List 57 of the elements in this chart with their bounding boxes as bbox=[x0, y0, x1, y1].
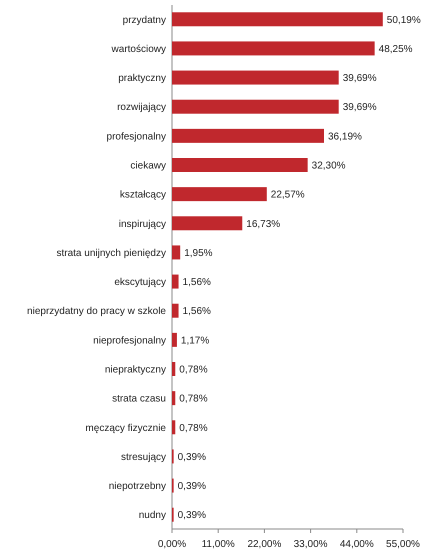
y-tick-label: inspirujący bbox=[118, 218, 166, 230]
bar bbox=[172, 41, 375, 56]
bar bbox=[172, 362, 176, 376]
data-label: 1,95% bbox=[184, 248, 213, 259]
data-label: 0,39% bbox=[178, 452, 206, 463]
x-tick-label: 11,00% bbox=[202, 539, 235, 550]
x-tick-label: 0,00% bbox=[158, 539, 186, 550]
bar bbox=[172, 332, 177, 347]
data-label: 32,30% bbox=[312, 160, 346, 172]
y-tick-label: nieprzydatny do pracy w szkole bbox=[27, 306, 166, 318]
y-tick-label: przydatny bbox=[122, 14, 166, 26]
data-label: 0,39% bbox=[178, 510, 206, 522]
bar bbox=[172, 187, 267, 202]
bar bbox=[172, 158, 308, 172]
bar bbox=[172, 70, 339, 85]
data-label: 0,78% bbox=[179, 394, 208, 405]
data-label: 1,17% bbox=[180, 335, 210, 346]
y-tick-label: wartościowy bbox=[110, 44, 166, 55]
bar bbox=[172, 128, 324, 143]
data-label: 1,56% bbox=[182, 277, 212, 288]
data-label: 0,78% bbox=[179, 422, 208, 434]
data-label: 22,57% bbox=[270, 190, 305, 201]
x-tick-label: 22,00% bbox=[247, 539, 282, 550]
x-tick-label: 44,00% bbox=[340, 539, 374, 550]
data-label: 50,19% bbox=[386, 14, 421, 26]
y-tick-label: ekscytujący bbox=[114, 277, 166, 288]
bar bbox=[172, 100, 339, 114]
y-tick-label: praktyczny bbox=[118, 73, 166, 84]
data-label: 0,39% bbox=[178, 481, 206, 492]
y-tick-label: strata unijnych pieniędzy bbox=[56, 248, 166, 259]
y-tick-label: strata czasu bbox=[112, 394, 166, 405]
data-label: 16,73% bbox=[246, 218, 280, 230]
data-label: 0,78% bbox=[179, 364, 208, 376]
x-tick-label: 55,00% bbox=[386, 539, 420, 550]
y-tick-label: ciekawy bbox=[130, 160, 166, 172]
data-label: 36,19% bbox=[328, 131, 362, 142]
bar bbox=[172, 391, 176, 406]
y-tick-label: profesjonalny bbox=[106, 131, 166, 142]
data-label: 1,56% bbox=[182, 306, 212, 318]
y-tick-label: kształcący bbox=[120, 190, 166, 201]
bar bbox=[172, 304, 179, 318]
y-tick-label: rozwijający bbox=[117, 102, 166, 114]
y-tick-label: stresujący bbox=[120, 452, 166, 463]
y-tick-label: męczący fizycznie bbox=[85, 422, 166, 434]
bar bbox=[172, 245, 180, 260]
bar bbox=[172, 216, 242, 230]
data-label: 48,25% bbox=[378, 44, 413, 55]
data-label: 39,69% bbox=[342, 102, 377, 114]
y-tick-label: niepraktyczny bbox=[104, 364, 166, 376]
y-tick-label: nieprofesjonalny bbox=[93, 335, 166, 346]
bar bbox=[172, 420, 176, 434]
bar bbox=[172, 12, 383, 26]
x-tick-label: 33,00% bbox=[294, 539, 328, 550]
data-label: 39,69% bbox=[342, 73, 377, 84]
bar bbox=[172, 274, 179, 289]
y-tick-label: niepotrzebny bbox=[108, 481, 166, 492]
y-tick-label: nudny bbox=[138, 510, 166, 522]
